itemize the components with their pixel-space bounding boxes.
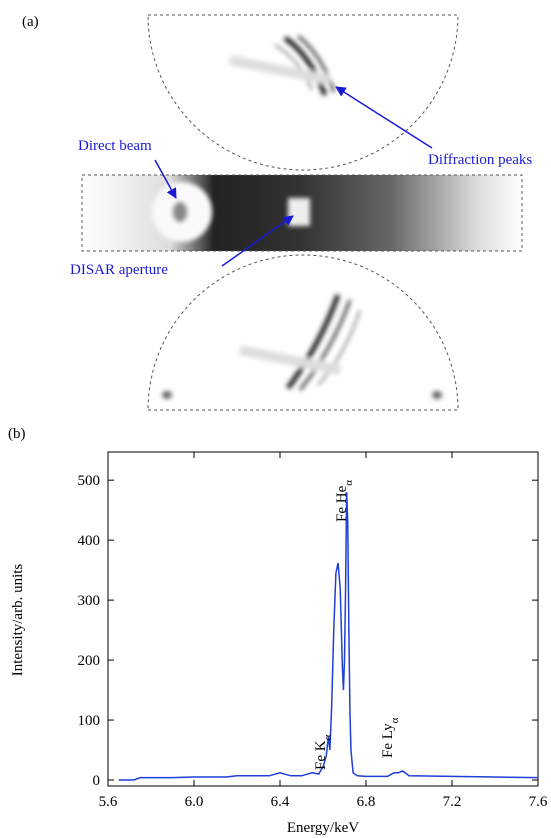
x-tick-label: 5.6 (99, 794, 118, 810)
peak-label-sub: α (389, 717, 401, 723)
y-tick-label: 300 (78, 593, 101, 609)
peak-label: Fe Heα (334, 480, 355, 522)
x-tick-label: 6.8 (357, 794, 376, 810)
x-axis-title: Energy/keV (287, 820, 359, 836)
x-tick-label: 6.0 (185, 794, 204, 810)
peak-label: Fe Lyα (380, 717, 401, 758)
spectrum-line (118, 492, 539, 781)
x-tick-label: 6.4 (271, 794, 290, 810)
annotation: Direct beam (78, 138, 152, 154)
annotation: DISAR aperture (70, 262, 168, 278)
peak-label-sub: α (322, 734, 334, 740)
y-tick-label: 100 (78, 713, 101, 729)
x-tick-label: 7.6 (529, 794, 548, 810)
panel-label: (b) (8, 426, 26, 442)
detector-image (81, 14, 523, 411)
peak-label-text: Fe He (334, 485, 350, 522)
y-tick-label: 0 (93, 773, 101, 789)
peak-label-sub: α (343, 480, 355, 486)
plot-frame (107, 451, 539, 787)
peak-label-text: Fe K (313, 740, 329, 770)
y-tick-label: 200 (78, 653, 101, 669)
peak-label-text: Fe Ly (380, 723, 396, 758)
annotation: Diffraction peaks (428, 152, 532, 168)
panel-label: (a) (22, 14, 39, 30)
y-tick-label: 500 (78, 473, 101, 489)
x-tick-label: 7.2 (443, 794, 462, 810)
y-tick-label: 400 (78, 533, 101, 549)
peak-label: Fe Kα (313, 734, 334, 770)
y-axis-title: Intensity/arb. units (10, 564, 26, 677)
